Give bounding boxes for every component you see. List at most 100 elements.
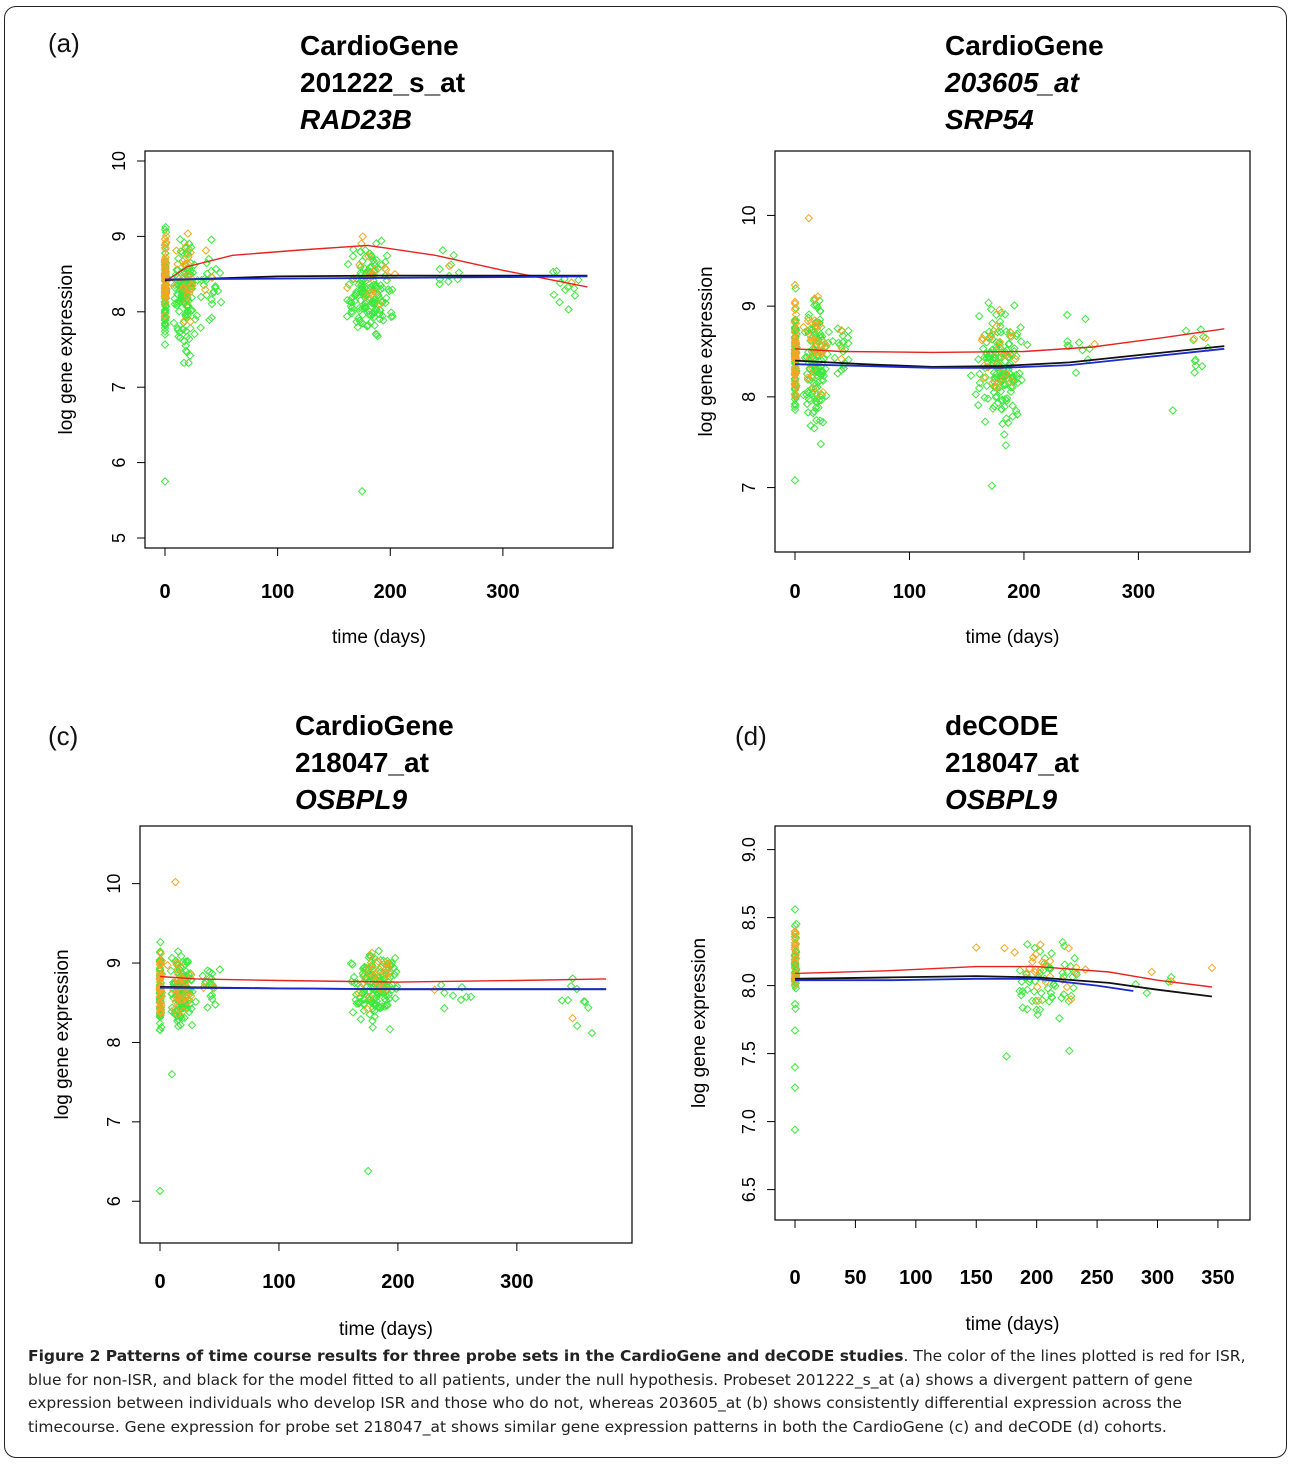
data-point — [977, 335, 987, 345]
data-point — [363, 1166, 373, 1176]
data-point — [995, 317, 1005, 326]
data-point — [1071, 968, 1081, 978]
data-point — [1009, 346, 1019, 356]
data-point — [982, 353, 992, 363]
data-point — [390, 970, 399, 979]
data-point — [367, 298, 377, 308]
data-point — [1011, 406, 1021, 416]
data-point — [837, 326, 846, 335]
data-point — [202, 290, 211, 300]
figure-frame — [4, 6, 1287, 1458]
data-point — [1000, 310, 1010, 319]
data-point — [172, 965, 182, 974]
x-axis-label: time (days) — [966, 1314, 1060, 1335]
data-point — [791, 339, 801, 349]
data-point — [365, 1010, 375, 1019]
data-point — [820, 339, 830, 348]
data-point — [364, 963, 373, 973]
data-point — [791, 381, 801, 390]
data-point — [790, 951, 800, 960]
data-point — [200, 285, 210, 295]
data-point — [1191, 355, 1200, 365]
data-point — [806, 396, 816, 405]
red-fit-line — [794, 328, 1225, 354]
data-point — [992, 382, 1001, 392]
data-point — [207, 313, 216, 323]
data-point — [818, 387, 828, 397]
data-point — [180, 960, 190, 969]
data-point — [160, 256, 170, 266]
black-fit-line — [794, 345, 1225, 368]
data-point — [365, 285, 375, 295]
data-point — [156, 1007, 165, 1017]
data-point — [1022, 1004, 1032, 1014]
data-point — [355, 260, 364, 269]
x-tick-label: 200 — [1020, 1267, 1053, 1289]
data-point — [974, 311, 984, 321]
data-point — [1189, 334, 1199, 343]
data-point — [828, 337, 838, 346]
data-point — [370, 321, 379, 330]
chart-title-line: OSBPL9 — [945, 784, 1057, 815]
data-point — [804, 395, 814, 404]
data-point — [183, 969, 193, 979]
y-tick-label: 10 — [104, 874, 124, 894]
data-point — [155, 1012, 165, 1022]
data-point — [979, 361, 989, 370]
data-point — [211, 1000, 220, 1009]
data-point — [568, 1013, 577, 1023]
data-point — [808, 383, 818, 393]
data-point — [1031, 949, 1041, 959]
data-point — [370, 265, 380, 274]
data-point — [1058, 937, 1068, 947]
data-point — [368, 289, 377, 299]
data-point — [364, 252, 373, 261]
data-point — [567, 278, 576, 287]
data-point — [161, 244, 170, 254]
data-point — [992, 391, 1001, 401]
data-point — [176, 987, 186, 996]
data-point — [817, 332, 827, 341]
data-point — [1069, 983, 1078, 993]
data-point — [182, 297, 191, 307]
data-point — [982, 381, 992, 391]
data-point — [791, 954, 800, 964]
x-tick-label: 300 — [1141, 1267, 1174, 1289]
data-point — [348, 252, 358, 261]
red-fit-line — [794, 965, 1212, 988]
data-point — [790, 950, 800, 959]
data-point — [1191, 361, 1201, 370]
figure-caption: Figure 2 Patterns of time course results… — [28, 1345, 1268, 1439]
y-tick-label: 8.0 — [739, 973, 759, 998]
data-point — [440, 988, 449, 998]
data-point — [1142, 988, 1152, 998]
data-point — [169, 993, 178, 1003]
data-point — [1033, 996, 1043, 1006]
data-point — [380, 994, 390, 1003]
data-point — [169, 985, 178, 995]
data-point — [843, 333, 853, 342]
data-point — [346, 301, 356, 311]
data-point — [1078, 345, 1087, 355]
data-point — [382, 251, 392, 261]
data-point — [836, 365, 846, 375]
y-axis-label: log gene expression — [696, 266, 717, 436]
data-point — [1168, 406, 1178, 415]
data-point — [207, 994, 217, 1004]
data-point — [171, 877, 180, 887]
data-point — [177, 281, 186, 291]
data-point — [156, 990, 165, 1000]
data-point — [386, 308, 396, 317]
data-point — [196, 323, 205, 333]
y-tick-label: 6 — [109, 458, 129, 468]
data-point — [160, 319, 170, 328]
data-point — [155, 947, 165, 956]
data-point — [1046, 988, 1056, 998]
data-point — [381, 293, 391, 303]
data-point — [180, 1013, 189, 1023]
x-tick-label: 100 — [893, 581, 926, 603]
data-point — [160, 330, 170, 339]
black-fit-line — [794, 975, 1213, 998]
data-point — [207, 295, 216, 304]
data-point — [839, 364, 849, 373]
